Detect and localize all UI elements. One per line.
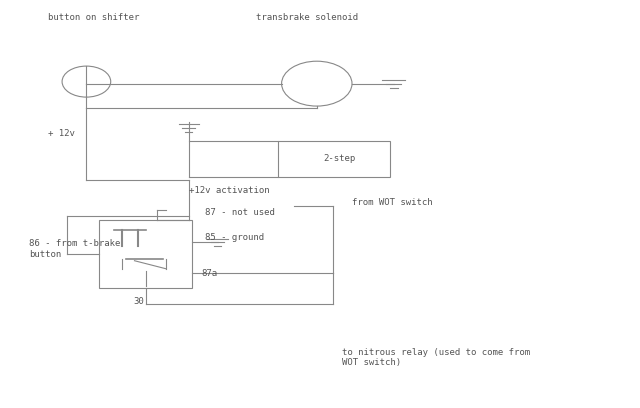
Text: 85 - ground: 85 - ground (205, 233, 264, 242)
Text: from WOT switch: from WOT switch (352, 198, 433, 207)
Bar (99, 220, 192, 288)
Text: button on shifter: button on shifter (48, 13, 140, 22)
Text: to nitrous relay (used to come from
WOT switch): to nitrous relay (used to come from WOT … (342, 348, 531, 367)
Text: 87a: 87a (202, 269, 218, 278)
Text: 86 - from t-brake
button: 86 - from t-brake button (29, 239, 120, 259)
Text: 87 - not used: 87 - not used (205, 208, 275, 217)
Text: + 12v: + 12v (48, 129, 75, 137)
Text: transbrake solenoid: transbrake solenoid (256, 13, 358, 22)
Text: 30: 30 (133, 297, 144, 306)
Bar (278, 141, 390, 177)
Text: +12v activation: +12v activation (189, 186, 269, 195)
Text: 2-step: 2-step (323, 154, 355, 163)
